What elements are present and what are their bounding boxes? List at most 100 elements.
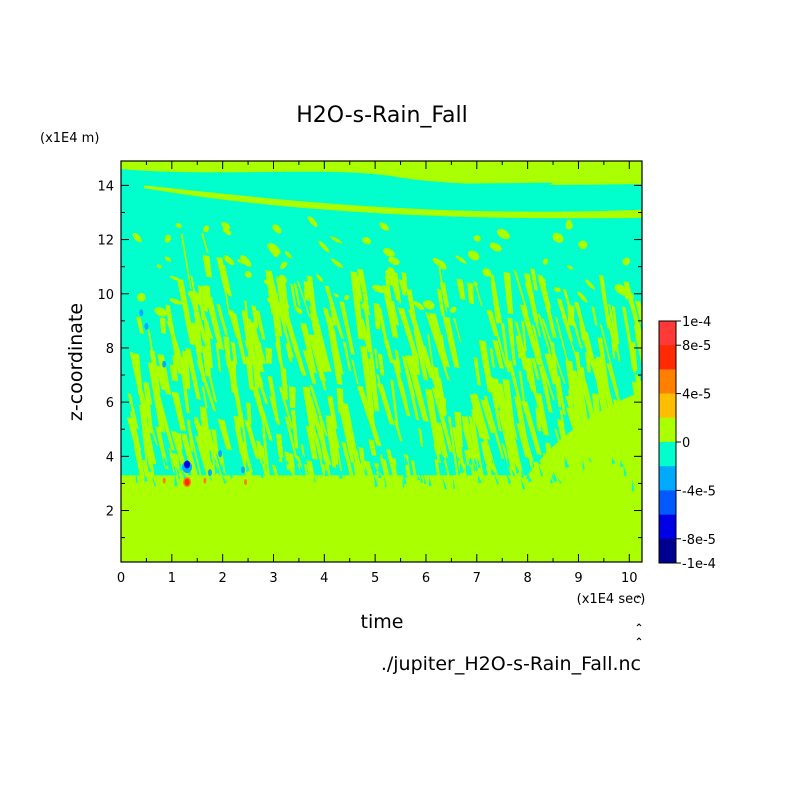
field-streak: [290, 283, 297, 311]
field-blob: [137, 293, 146, 302]
field-blob: [175, 222, 182, 228]
field-streak: [386, 300, 400, 326]
field-notch: [338, 467, 344, 480]
field-streak: [599, 323, 619, 394]
y-tick-label: 12: [97, 234, 114, 249]
colorbar-label: -1e-4: [682, 557, 716, 572]
field-streak: [384, 275, 392, 300]
field-streak: [211, 429, 219, 455]
field-streak: [265, 269, 278, 295]
field-blob: [164, 256, 172, 262]
field-notch: [433, 468, 437, 475]
field-streak: [604, 457, 628, 520]
field-streak: [436, 288, 445, 317]
field-notch: [282, 452, 287, 460]
field-streak: [631, 381, 642, 441]
field-streak: [329, 300, 337, 327]
field-speck: [207, 469, 212, 477]
field-notch: [221, 468, 227, 477]
field-blob: [284, 251, 292, 259]
field-streak: [519, 413, 534, 470]
x-tick-label: 6: [422, 571, 430, 586]
field-streak: [433, 366, 441, 390]
field-streak: [368, 439, 377, 457]
field-blob: [578, 240, 588, 250]
field-notch: [362, 467, 367, 475]
field-streak: [155, 365, 166, 391]
field-blob: [164, 234, 171, 243]
field-streak: [168, 448, 176, 475]
field-notch: [299, 469, 305, 476]
field-streak: [180, 233, 192, 290]
field-streak: [490, 281, 500, 324]
y-tick-label: 14: [97, 179, 114, 194]
x-tick-label: 4: [320, 571, 328, 586]
field-streak: [483, 395, 505, 460]
field-streak: [363, 460, 388, 524]
field-streak: [256, 440, 274, 499]
colorbar-label: 0: [682, 436, 690, 451]
field-streak: [440, 446, 453, 486]
field-notch: [521, 468, 524, 479]
field-streak: [328, 328, 343, 386]
field-notch: [358, 455, 362, 464]
x-tick-label: 8: [523, 571, 531, 586]
colorbar-label: 1e-4: [682, 315, 711, 330]
field-streak: [611, 340, 616, 360]
field-streak: [302, 349, 317, 385]
field-streak: [466, 282, 474, 305]
field-blob: [280, 261, 288, 270]
field-streak: [377, 307, 389, 347]
field-streak: [285, 342, 293, 363]
field-blob: [278, 274, 287, 284]
field-streak: [337, 402, 355, 464]
field-streak: [638, 461, 642, 479]
field-notch: [256, 465, 260, 474]
y-tick-label: 2: [106, 505, 114, 520]
field-streak: [406, 372, 416, 398]
field-streak: [431, 387, 454, 453]
field-notch: [163, 456, 169, 467]
field-band-upper: [143, 185, 642, 219]
colorbar-bin: [659, 345, 676, 370]
field-streak: [492, 339, 504, 370]
field-streak: [452, 317, 462, 343]
field-streak: [554, 316, 571, 371]
field-streak: [537, 313, 557, 373]
field-streak: [296, 280, 311, 318]
field-blob: [537, 275, 546, 282]
field-streak: [567, 389, 579, 450]
field-streak: [287, 452, 301, 507]
field-streak: [425, 388, 442, 455]
field-streak: [537, 274, 557, 339]
field-notch: [378, 472, 382, 479]
field-notch: [302, 452, 308, 465]
field-streak: [274, 295, 294, 358]
y-tick-label: 6: [106, 396, 114, 411]
field-streak: [300, 322, 317, 374]
field-streak: [486, 309, 499, 337]
field-streak: [398, 279, 407, 296]
field-streak: [147, 362, 166, 433]
field-streak: [508, 405, 518, 440]
field-streak: [612, 399, 630, 454]
field-blob: [154, 307, 168, 317]
field-blob: [279, 300, 290, 311]
field-notch: [394, 465, 400, 476]
field-blob: [489, 242, 502, 252]
field-streak: [501, 322, 510, 373]
field-streak: [325, 419, 337, 469]
field-blob: [240, 255, 252, 267]
field-streak: [550, 341, 562, 408]
field-notch: [178, 459, 183, 471]
field-notch: [514, 463, 520, 474]
field-streak: [363, 301, 374, 360]
field-streak: [390, 379, 399, 431]
plot-frame: [120, 160, 643, 563]
colorbar-label: 4e-5: [682, 388, 711, 403]
field-streak: [284, 416, 298, 461]
field-streak: [438, 267, 448, 313]
field-streak: [513, 269, 529, 314]
field-streak: [127, 417, 142, 451]
field-streak: [452, 427, 469, 496]
